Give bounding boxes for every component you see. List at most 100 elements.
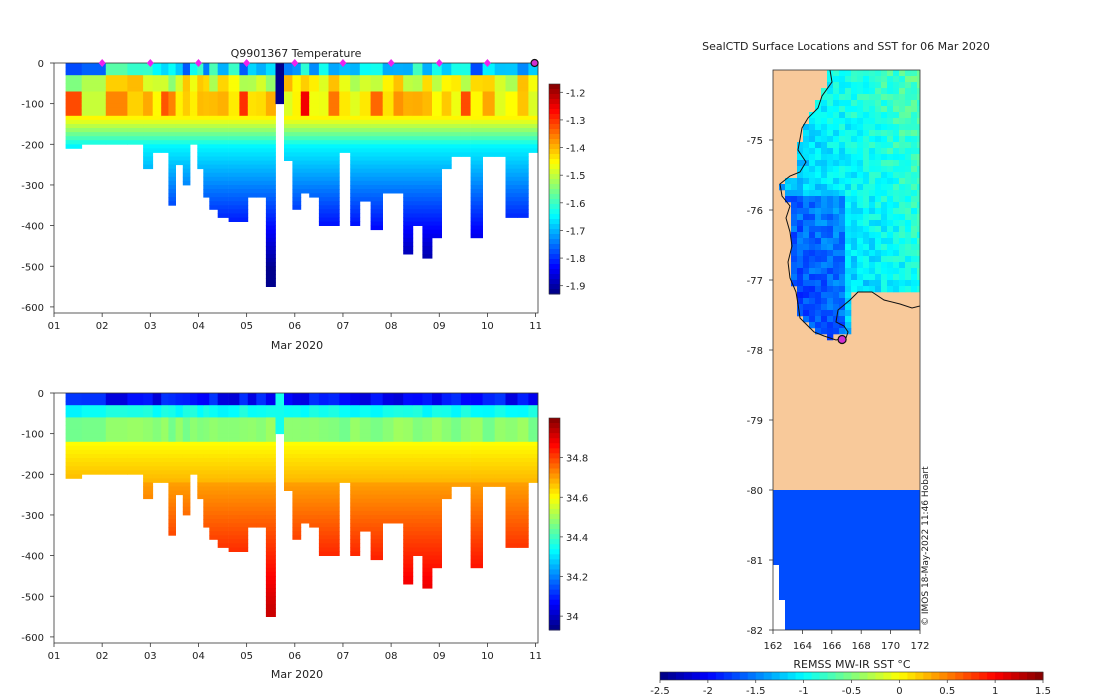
sst-pixel xyxy=(857,118,864,125)
section-cell xyxy=(65,454,83,459)
section-cell xyxy=(203,462,210,467)
section-cell xyxy=(318,103,329,109)
section-cell xyxy=(143,103,154,109)
colorbar-segment xyxy=(549,604,560,611)
sst-colorbar-segment xyxy=(660,672,669,680)
section-cell xyxy=(256,148,267,153)
sst-pixel xyxy=(881,196,888,203)
sst-pixel xyxy=(851,280,858,287)
section-cell xyxy=(161,148,169,153)
section-cell xyxy=(284,156,293,161)
sst-pixel xyxy=(827,286,834,293)
section-cell xyxy=(143,478,154,483)
section-cell xyxy=(161,417,169,422)
section-cell xyxy=(143,128,154,133)
section-cell xyxy=(300,401,310,406)
section-cell xyxy=(339,401,351,406)
section-cell xyxy=(422,237,433,243)
sst-pixel xyxy=(905,256,912,263)
section-cell xyxy=(528,466,538,471)
section-cell xyxy=(494,87,506,92)
section-cell xyxy=(228,107,240,113)
section-cell xyxy=(470,547,483,552)
section-cell xyxy=(339,421,351,426)
section-cell xyxy=(161,124,169,129)
section-cell xyxy=(239,502,249,508)
section-cell xyxy=(393,397,404,402)
sst-pixel xyxy=(887,274,894,281)
section-cell xyxy=(247,111,257,117)
section-cell xyxy=(403,63,414,68)
section-cell xyxy=(256,172,267,178)
section-cell xyxy=(517,445,529,451)
section-cell xyxy=(382,401,394,406)
section-cell xyxy=(432,217,442,222)
section-cell xyxy=(517,172,529,178)
section-cell xyxy=(182,498,191,504)
section-cell xyxy=(284,397,293,402)
section-cell xyxy=(432,482,442,487)
section-cell xyxy=(197,164,204,170)
temperature-title: Q9901367 Temperature xyxy=(231,47,362,60)
section-cell xyxy=(451,458,462,463)
section-cell xyxy=(412,103,423,109)
sst-pixel xyxy=(857,76,864,83)
sst-pixel xyxy=(803,232,810,239)
section-cell xyxy=(105,397,128,402)
sst-pixel xyxy=(887,202,894,209)
section-cell xyxy=(505,176,518,182)
section-cell xyxy=(382,470,394,475)
section-cell xyxy=(105,449,128,455)
section-cell xyxy=(432,144,442,149)
sst-pixel xyxy=(833,94,840,101)
sst-pixel xyxy=(845,136,852,143)
colorbar-segment xyxy=(549,194,560,200)
sst-pixel xyxy=(863,226,870,233)
section-cell xyxy=(451,136,462,141)
sst-pixel xyxy=(809,304,816,311)
section-cell xyxy=(161,79,169,84)
section-cell xyxy=(422,494,433,500)
sst-pixel xyxy=(869,220,876,227)
section-cell xyxy=(432,205,442,210)
section-cell xyxy=(182,132,191,137)
section-cell xyxy=(359,160,371,166)
section-cell xyxy=(161,429,169,435)
section-cell xyxy=(517,63,529,68)
section-cell xyxy=(370,555,383,561)
section-cell xyxy=(292,63,302,68)
colorbar-segment xyxy=(549,569,560,575)
sst-colorbar-label: REMSS MW-IR SST °C xyxy=(793,658,911,671)
section-cell xyxy=(265,474,276,479)
section-cell xyxy=(152,140,162,145)
section-cell xyxy=(284,425,293,430)
sst-pixel xyxy=(863,136,870,143)
section-cell xyxy=(370,543,383,548)
section-cell xyxy=(382,409,394,414)
sst-pixel xyxy=(875,76,882,83)
section-cell xyxy=(517,176,529,182)
sst-pixel xyxy=(809,202,816,209)
sst-pixel xyxy=(815,328,822,335)
section-cell xyxy=(470,168,483,174)
section-cell xyxy=(81,413,107,418)
section-cell xyxy=(359,172,371,178)
section-cell xyxy=(309,91,320,96)
section-cell xyxy=(412,156,423,161)
section-cell xyxy=(339,83,351,88)
section-cell xyxy=(451,409,462,414)
section-cell xyxy=(528,458,538,463)
section-cell xyxy=(143,482,154,487)
sst-pixel xyxy=(821,328,828,335)
section-cell xyxy=(441,99,452,105)
section-cell xyxy=(505,148,518,153)
section-cell xyxy=(460,67,471,72)
sst-pixel xyxy=(815,124,822,131)
section-cell xyxy=(300,144,310,149)
section-cell xyxy=(256,494,267,500)
section-cell xyxy=(350,482,361,487)
section-cell xyxy=(350,421,361,426)
section-cell xyxy=(161,470,169,475)
section-cell xyxy=(359,454,371,459)
section-cell xyxy=(482,75,495,80)
